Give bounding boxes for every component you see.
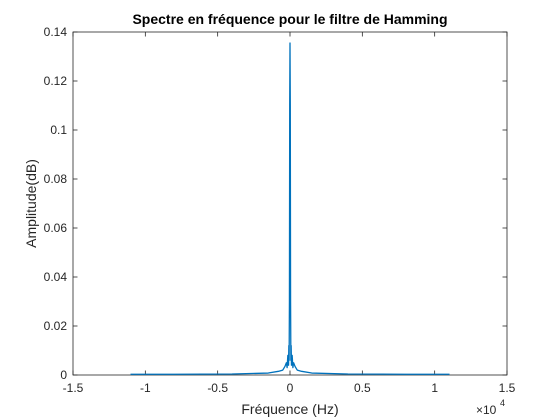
x-exponent-base: ×10 bbox=[476, 403, 497, 417]
y-tick-label: 0 bbox=[60, 368, 67, 382]
x-tick-label: -0.5 bbox=[207, 381, 228, 395]
x-tick-label: 1.5 bbox=[499, 381, 516, 395]
y-tick-label: 0.02 bbox=[44, 319, 68, 333]
chart-title: Spectre en fréquence pour le filtre de H… bbox=[132, 11, 447, 27]
y-tick-label: 0.08 bbox=[44, 172, 68, 186]
x-tick-label: -1.5 bbox=[63, 381, 84, 395]
y-tick-label: 0.04 bbox=[44, 270, 68, 284]
y-tick-label: 0.06 bbox=[44, 221, 68, 235]
series-layer bbox=[130, 42, 450, 375]
x-tick-label: -1 bbox=[140, 381, 151, 395]
y-tick-label: 0.1 bbox=[50, 123, 67, 137]
x-tick-label: 1 bbox=[431, 381, 438, 395]
y-axis-label: Amplitude(dB) bbox=[23, 159, 39, 248]
y-axis: 0 0.02 0.04 0.06 0.08 0.1 0.12 0.14 bbox=[44, 25, 507, 382]
x-tick-label: 0.5 bbox=[354, 381, 371, 395]
y-tick-label: 0.12 bbox=[44, 74, 68, 88]
x-tick-label: 0 bbox=[287, 381, 294, 395]
x-axis-label: Fréquence (Hz) bbox=[241, 401, 338, 417]
series-line bbox=[130, 42, 450, 375]
x-axis: -1.5 -1 -0.5 0 0.5 1 1.5 bbox=[63, 32, 516, 395]
x-exponent-power: 4 bbox=[500, 398, 505, 408]
y-tick-label: 0.14 bbox=[44, 25, 68, 39]
